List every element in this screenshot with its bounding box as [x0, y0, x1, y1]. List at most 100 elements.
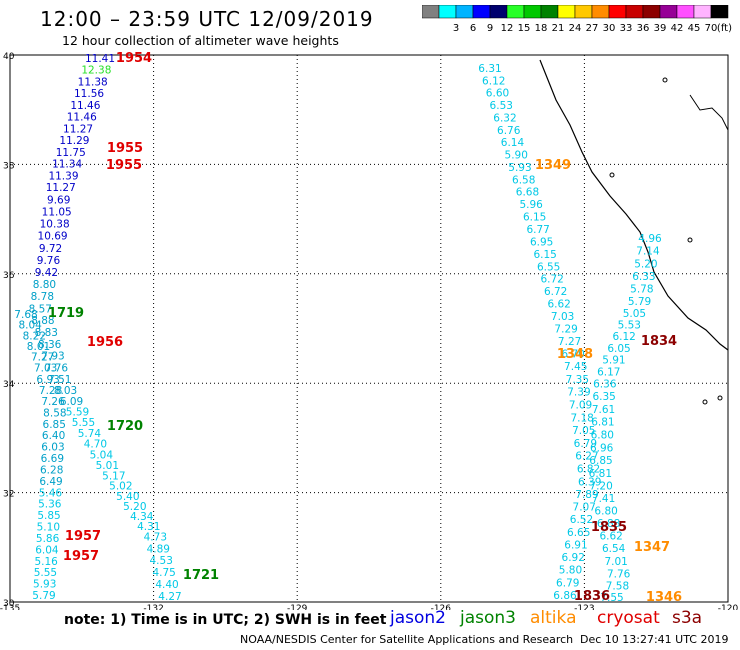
wave-height-value: 6.03	[41, 442, 64, 454]
wave-height-value: 11.75	[56, 147, 86, 159]
pass-time-label: 1720	[107, 419, 143, 434]
wave-height-value: 5.02	[109, 481, 132, 493]
wave-height-value: 7.76	[45, 362, 69, 374]
color-swatch-label: 24	[569, 23, 582, 34]
wave-height-value: 8.04	[18, 320, 42, 332]
page-title: 12:00 – 23:59 UTC 12/09/2019	[40, 7, 374, 31]
wave-height-value: 6.80	[594, 506, 617, 518]
wave-height-value: 8.03	[54, 385, 77, 397]
wave-height-value: 4.34	[130, 511, 154, 523]
color-unit-label: (ft)	[717, 23, 732, 34]
wave-height-value: 6.60	[486, 88, 509, 100]
wave-height-value: 6.14	[501, 137, 525, 149]
wave-height-value: 5.86	[36, 533, 60, 545]
lon-label: -132	[143, 604, 163, 610]
pass-time-label: 1835	[591, 520, 627, 535]
wave-height-value: 5.16	[34, 556, 58, 568]
wave-height-value: 6.95	[530, 236, 553, 248]
wave-height-value: 7.05	[572, 425, 595, 437]
lat-label: 40	[3, 52, 15, 62]
wave-height-value: 6.31	[478, 63, 501, 75]
wave-height-value: 7.55	[600, 592, 623, 604]
wave-height-value: 7.20	[589, 481, 612, 493]
lat-label: 38	[3, 161, 15, 171]
wave-height-value: 6.65	[567, 527, 590, 539]
wave-height-value: 4.89	[147, 543, 170, 555]
wave-height-value: 5.74	[78, 428, 102, 440]
wave-height-value: 6.79	[574, 438, 597, 450]
wave-height-value: 6.12	[482, 75, 505, 87]
legend-sat-altika: altika	[530, 608, 577, 628]
wave-height-value: 5.78	[630, 284, 653, 296]
wave-height-value: 11.05	[42, 206, 72, 218]
wave-height-value: 8.01	[27, 341, 50, 353]
lon-label: -126	[431, 604, 452, 610]
wave-height-value: 7.01	[604, 556, 627, 568]
wave-height-value: 6.35	[592, 391, 615, 403]
coastline	[689, 94, 729, 131]
wave-height-value: 7.07	[573, 502, 596, 514]
wave-height-value: 7.26	[41, 396, 65, 408]
wave-height-value: 7.28	[39, 385, 62, 397]
wave-height-value: 5.17	[102, 471, 125, 483]
wave-height-value: 5.80	[559, 565, 582, 577]
lat-label: 30	[3, 599, 15, 609]
wave-height-value: 10.69	[38, 231, 68, 243]
wave-height-value: 6.88	[597, 518, 620, 530]
pass-time-label: 1956	[87, 335, 123, 350]
wave-height-value: 12.38	[81, 65, 111, 77]
wave-height-value: 11.27	[46, 182, 76, 194]
wave-height-value: 6.86	[553, 590, 577, 602]
wave-height-value: 5.79	[628, 296, 651, 308]
wave-height-value: 6.81	[589, 468, 612, 480]
wave-height-value: 7.51	[48, 374, 71, 386]
wave-height-value: 9.69	[47, 194, 70, 206]
wave-height-value: 6.91	[564, 539, 587, 551]
wave-height-value: 6.05	[607, 343, 630, 355]
wave-height-value: 7.68	[14, 309, 37, 321]
wave-height-value: 11.27	[63, 123, 93, 135]
color-swatch-label: 6	[470, 23, 476, 34]
wave-height-value: 6.28	[40, 464, 63, 476]
pass-time-label: 1719	[48, 306, 84, 321]
color-swatch-label: 21	[552, 23, 565, 34]
island-shape	[687, 237, 693, 243]
wave-height-value: 6.15	[523, 212, 546, 224]
map-frame	[9, 54, 729, 603]
wave-height-value: 6.36	[593, 378, 617, 390]
wave-height-value: 6.52	[570, 514, 593, 526]
wave-height-value: 6.85	[589, 455, 612, 467]
wave-height-value: 6.55	[537, 261, 560, 273]
wave-height-value: 6.04	[35, 544, 59, 556]
wave-height-value: 6.17	[597, 366, 620, 378]
wave-height-value: 11.29	[59, 135, 89, 147]
wave-height-value: 6.70	[561, 348, 584, 360]
wave-height-value: 6.54	[602, 543, 626, 555]
wave-height-value: 7.29	[554, 323, 577, 335]
lat-label: 32	[3, 490, 14, 500]
island-shape	[662, 77, 668, 83]
wave-height-value: 8.22	[23, 330, 46, 342]
credit-line: NOAA/NESDIS Center for Satellite Applica…	[240, 633, 574, 646]
pass-time-label: 1957	[65, 529, 101, 544]
wave-height-value: 11.39	[48, 170, 78, 182]
pass-time-label: 1957	[63, 549, 99, 564]
color-scale-legend: 3 6 9 12 15 18 21 24 27 30 33 36 39 42 45 70 (ft)	[422, 5, 732, 34]
wave-height-value: 5.36	[38, 499, 62, 511]
pass-time-label: 1347	[634, 540, 670, 555]
wave-height-value: 8.57	[29, 303, 52, 315]
pass-time-label: 1721	[183, 568, 219, 583]
wave-height-value: 6.85	[43, 419, 66, 431]
pass-time-label: 1346	[646, 590, 682, 605]
wave-height-value: 6.77	[526, 224, 549, 236]
wave-height-value: 7.39	[567, 387, 590, 399]
wave-height-value: 6.93	[36, 374, 59, 386]
wave-height-value: 11.41	[85, 53, 115, 65]
wave-height-value: 7.09	[569, 399, 592, 411]
lon-label: -135	[0, 604, 20, 610]
wave-height-value: 5.93	[508, 162, 531, 174]
wave-height-value: 6.80	[591, 430, 614, 442]
island-shape	[609, 172, 615, 178]
wave-height-value: 6.69	[41, 453, 64, 465]
wave-height-value: 5.91	[602, 355, 625, 367]
